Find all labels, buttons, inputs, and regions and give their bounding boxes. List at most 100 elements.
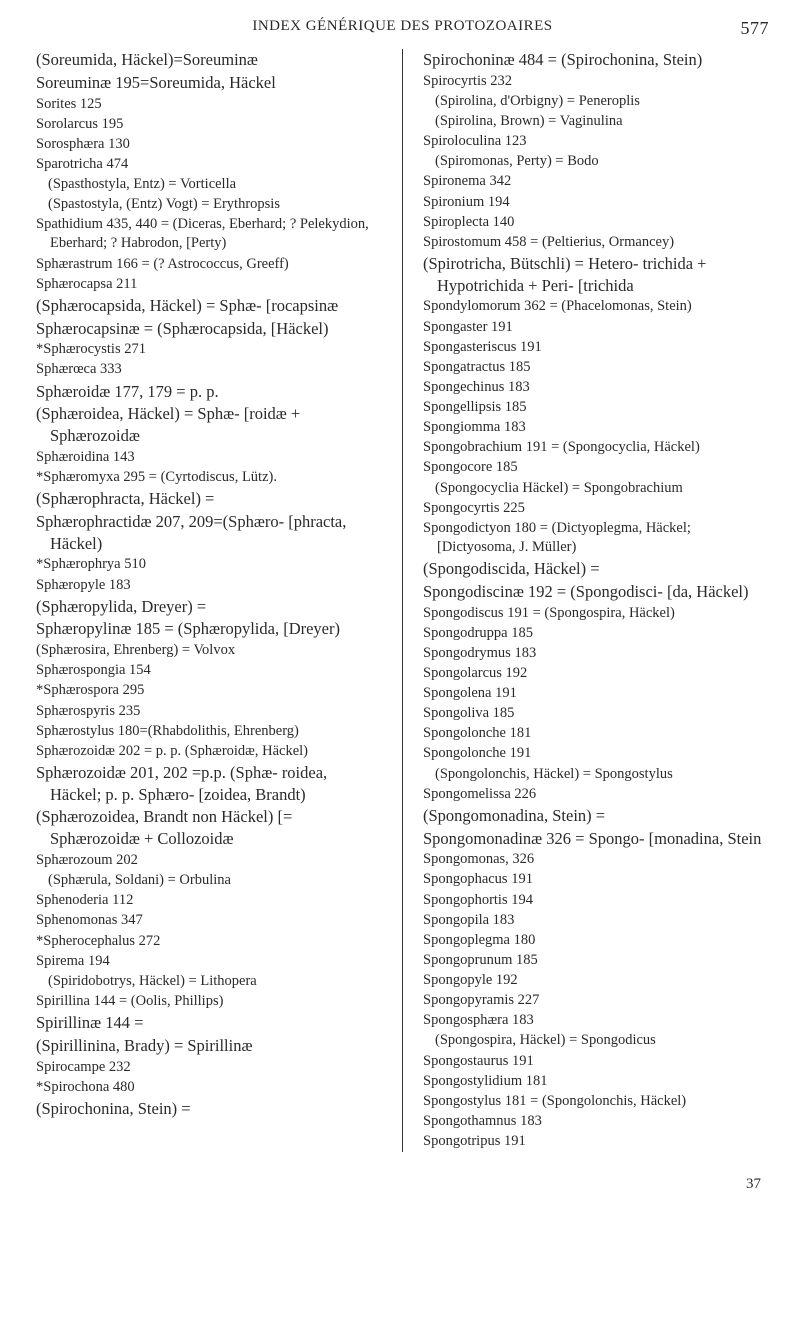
index-entry: Spongostaurus 191: [423, 1052, 769, 1071]
index-entry: Spirocampe 232: [36, 1058, 382, 1077]
index-entry: Spirema 194: [36, 952, 382, 971]
index-entry: Spongobrachium 191 = (Spongocyclia, Häck…: [423, 438, 769, 457]
index-entry: Sphæroidæ 177, 179 = p. p.: [36, 381, 382, 403]
index-entry: Spongostylidium 181: [423, 1072, 769, 1091]
index-entry: Spongatractus 185: [423, 358, 769, 377]
index-entry: Spongophortis 194: [423, 891, 769, 910]
index-entry: (Spongomonadina, Stein) =: [423, 805, 769, 827]
index-entry: (Soreumida, Häckel)=Soreuminæ: [36, 49, 382, 71]
index-entry: Spirostomum 458 = (Peltierius, Ormancey): [423, 233, 769, 252]
index-entry: Spondylomorum 362 = (Phacelomonas, Stein…: [423, 297, 769, 316]
index-entry: (Spongospira, Häckel) = Spongodicus: [423, 1031, 769, 1050]
index-entry: Sphærozoidæ 202 = p. p. (Sphæroidæ, Häck…: [36, 742, 382, 761]
index-entry: (Spasthostyla, Entz) = Vorticella: [36, 175, 382, 194]
index-entry: Sorites 125: [36, 95, 382, 114]
index-entry: Spironium 194: [423, 193, 769, 212]
index-entry: *Sphærospora 295: [36, 681, 382, 700]
index-entry: Sorosphæra 130: [36, 135, 382, 154]
index-entry: Spongostylus 181 = (Spongolonchis, Häcke…: [423, 1092, 769, 1111]
index-entry: *Spherocephalus 272: [36, 932, 382, 951]
index-entry: Sphenoderia 112: [36, 891, 382, 910]
index-entry: Spongopila 183: [423, 911, 769, 930]
index-entry: Spongoprunum 185: [423, 951, 769, 970]
index-entry: (Spongocyclia Häckel) = Spongobrachium: [423, 479, 769, 498]
column-right: Spirochoninæ 484 = (Spirochonina, Stein)…: [423, 49, 769, 1152]
page-number-top: 577: [741, 18, 770, 39]
index-entry: Spongiomma 183: [423, 418, 769, 437]
index-entry: Spongophacus 191: [423, 870, 769, 889]
index-entry: (Spirotricha, Bütschli) = Hetero- trichi…: [423, 253, 769, 297]
index-entry: Spiroloculina 123: [423, 132, 769, 151]
index-entry: Sphærophractidæ 207, 209=(Sphæro- [phrac…: [36, 511, 382, 555]
columns-container: (Soreumida, Häckel)=SoreuminæSoreuminæ 1…: [36, 49, 769, 1152]
index-entry: (Spirolina, d'Orbigny) = Peneroplis: [423, 92, 769, 111]
index-entry: (Sphærula, Soldani) = Orbulina: [36, 871, 382, 890]
index-entry: (Sphærozoidea, Brandt non Häckel) [= Sph…: [36, 806, 382, 850]
index-entry: Spiroplecta 140: [423, 213, 769, 232]
index-entry: Spongolarcus 192: [423, 664, 769, 683]
index-entry: Sphærastrum 166 = (? Astrococcus, Greeff…: [36, 255, 382, 274]
index-entry: Spongodictyon 180 = (Dictyoplegma, Häcke…: [423, 519, 769, 557]
index-entry: *Spirochona 480: [36, 1078, 382, 1097]
index-entry: Spongocyrtis 225: [423, 499, 769, 518]
index-entry: Spongaster 191: [423, 318, 769, 337]
index-entry: Spongomonadinæ 326 = Spongo- [monadina, …: [423, 828, 769, 850]
index-entry: Sphærozoum 202: [36, 851, 382, 870]
index-entry: Sphæropylinæ 185 = (Sphæropylida, [Dreye…: [36, 618, 382, 640]
index-entry: (Spiromonas, Perty) = Bodo: [423, 152, 769, 171]
index-entry: Spongoliva 185: [423, 704, 769, 723]
index-entry: Spongodruppa 185: [423, 624, 769, 643]
index-entry: Spironema 342: [423, 172, 769, 191]
index-entry: Spongoplegma 180: [423, 931, 769, 950]
page-header: INDEX GÉNÉRIQUE DES PROTOZOAIRES 577: [36, 18, 769, 35]
index-entry: Spirillina 144 = (Oolis, Phillips): [36, 992, 382, 1011]
index-entry: Sphærocapsinæ = (Sphærocapsida, [Häckel): [36, 318, 382, 340]
header-title: INDEX GÉNÉRIQUE DES PROTOZOAIRES: [252, 18, 552, 35]
index-entry: (Sphæroidea, Häckel) = Sphæ- [roidæ + Sp…: [36, 403, 382, 447]
index-entry: Spongopyle 192: [423, 971, 769, 990]
index-entry: Spongolena 191: [423, 684, 769, 703]
index-entry: Soreuminæ 195=Soreumida, Häckel: [36, 72, 382, 94]
index-entry: (Spongodiscida, Häckel) =: [423, 558, 769, 580]
index-entry: Spongodiscinæ 192 = (Spongodisci- [da, H…: [423, 581, 769, 603]
index-entry: Spirochoninæ 484 = (Spirochonina, Stein): [423, 49, 769, 71]
page-number-bottom: 37: [36, 1176, 769, 1193]
index-entry: Sphærocapsa 211: [36, 275, 382, 294]
index-entry: Spongellipsis 185: [423, 398, 769, 417]
index-entry: Spongocore 185: [423, 458, 769, 477]
index-entry: (Spiridobotrys, Häckel) = Lithopera: [36, 972, 382, 991]
index-entry: Spongopyramis 227: [423, 991, 769, 1010]
index-entry: *Sphæromyxa 295 = (Cyrtodiscus, Lütz).: [36, 468, 382, 487]
index-entry: (Spongolonchis, Häckel) = Spongostylus: [423, 765, 769, 784]
index-entry: (Spirochonina, Stein) =: [36, 1098, 382, 1120]
index-entry: Sphærostylus 180=(Rhabdolithis, Ehrenber…: [36, 722, 382, 741]
index-entry: Spirocyrtis 232: [423, 72, 769, 91]
index-entry: Spongasteriscus 191: [423, 338, 769, 357]
index-entry: Sorolarcus 195: [36, 115, 382, 134]
index-entry: Spongothamnus 183: [423, 1112, 769, 1131]
index-entry: *Sphærophrya 510: [36, 555, 382, 574]
index-entry: Spathidium 435, 440 = (Diceras, Eberhard…: [36, 215, 382, 253]
index-entry: Sphæroidina 143: [36, 448, 382, 467]
column-divider: [402, 49, 403, 1152]
index-entry: Spongotripus 191: [423, 1132, 769, 1151]
index-entry: Spirillinæ 144 =: [36, 1012, 382, 1034]
index-entry: Sphærospyris 235: [36, 702, 382, 721]
index-entry: (Sphærosira, Ehrenberg) = Volvox: [36, 641, 382, 660]
index-entry: Spongolonche 191: [423, 744, 769, 763]
index-entry: Sparotricha 474: [36, 155, 382, 174]
index-entry: Spongolonche 181: [423, 724, 769, 743]
index-entry: Sphenomonas 347: [36, 911, 382, 930]
index-entry: Sphærozoidæ 201, 202 =p.p. (Sphæ- roidea…: [36, 762, 382, 806]
index-entry: Spongodrymus 183: [423, 644, 769, 663]
page: INDEX GÉNÉRIQUE DES PROTOZOAIRES 577 (So…: [0, 0, 801, 1233]
index-entry: Spongomelissa 226: [423, 785, 769, 804]
index-entry: (Sphærocapsida, Häckel) = Sphæ- [rocapsi…: [36, 295, 382, 317]
index-entry: Sphærospongia 154: [36, 661, 382, 680]
index-entry: Spongosphæra 183: [423, 1011, 769, 1030]
index-entry: Spongechinus 183: [423, 378, 769, 397]
index-entry: (Sphæropylida, Dreyer) =: [36, 596, 382, 618]
index-entry: (Sphærophracta, Häckel) =: [36, 488, 382, 510]
index-entry: Spongodiscus 191 = (Spongospira, Häckel): [423, 604, 769, 623]
index-entry: (Spirolina, Brown) = Vaginulina: [423, 112, 769, 131]
